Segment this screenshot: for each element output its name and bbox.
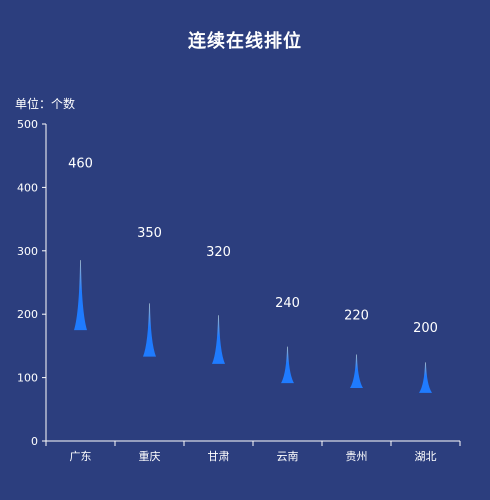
y-tick-label: 300 [17, 245, 38, 258]
bar-甘肃 [212, 315, 225, 364]
chart-title: 连续在线排位 [188, 31, 302, 52]
value-label: 320 [206, 245, 231, 260]
bar-湖北 [419, 362, 432, 393]
y-tick-label: 400 [17, 181, 38, 194]
x-tick-label: 重庆 [139, 449, 161, 463]
bar-广东 [74, 260, 87, 331]
y-axis-unit-label: 单位：个数 [15, 97, 76, 111]
value-label: 220 [344, 309, 369, 324]
y-tick-label: 200 [17, 308, 38, 321]
y-tick-label: 500 [17, 118, 38, 131]
x-tick-label: 甘肃 [208, 450, 230, 463]
value-label: 240 [275, 296, 300, 311]
x-tick-label: 湖北 [415, 450, 437, 463]
bar-云南 [281, 346, 294, 384]
bar-重庆 [143, 303, 156, 357]
y-tick-label: 100 [17, 372, 38, 385]
value-label: 200 [413, 321, 438, 336]
y-tick-label: 0 [31, 435, 38, 448]
value-label: 350 [137, 226, 162, 241]
x-tick-label: 贵州 [346, 450, 368, 463]
x-tick-label: 广东 [70, 450, 92, 463]
bar-贵州 [350, 354, 363, 388]
value-label: 460 [68, 156, 93, 171]
x-tick-label: 云南 [277, 450, 299, 463]
